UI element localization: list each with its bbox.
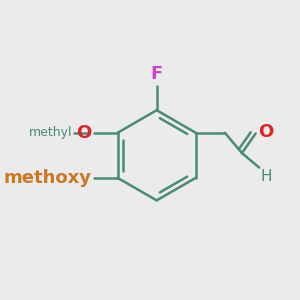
Text: methoxy: methoxy xyxy=(4,169,91,187)
Text: O: O xyxy=(76,124,92,142)
Text: F: F xyxy=(151,65,163,83)
Text: O: O xyxy=(258,123,274,141)
Text: methyl: methyl xyxy=(29,126,73,139)
Text: H: H xyxy=(260,169,272,184)
